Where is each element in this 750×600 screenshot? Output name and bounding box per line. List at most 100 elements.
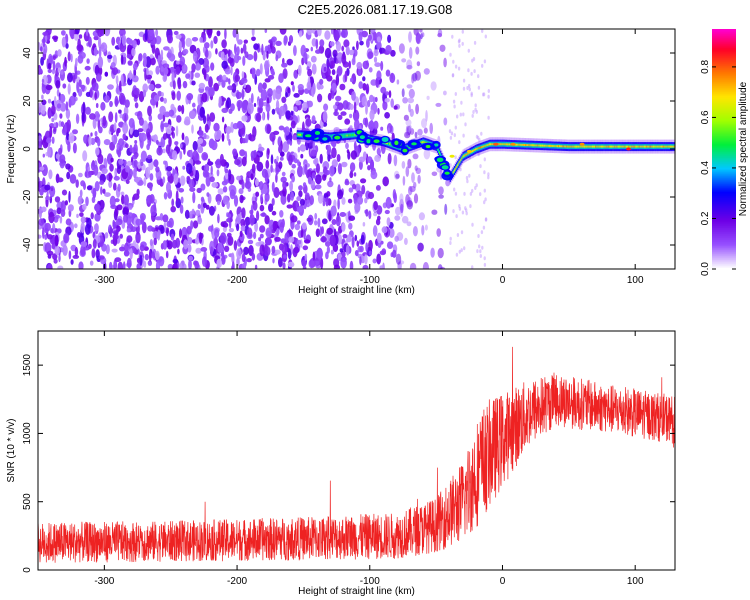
noise-cell [454,92,457,96]
ridge-core [582,145,584,148]
ridge-core [620,145,622,148]
noise-cell [179,204,184,214]
noise-cell [88,36,92,48]
noise-cell [162,240,168,250]
noise-cell [198,130,204,137]
noise-cell [454,64,458,69]
noise-cell [362,222,366,227]
noise-cell [253,103,257,107]
noise-cell [314,220,318,226]
noise-cell [193,165,196,177]
ridge-core [468,151,471,154]
noise-cell [320,257,324,269]
ridge-core [562,145,564,148]
noise-cell [322,201,326,207]
noise-cell [150,57,156,66]
noise-cell [458,43,461,48]
ridge-core [623,145,626,148]
noise-cell [108,180,113,189]
ridge-core [344,134,346,137]
noise-cell [331,219,337,225]
ridge-core [425,141,427,144]
ridge-core [610,145,612,148]
ridge-core [552,145,554,147]
ridge-core [482,145,484,148]
noise-cell [217,242,224,254]
noise-cell [351,91,356,101]
noise-cell [349,162,356,172]
noise-cell [390,49,396,57]
ridge-core [542,144,544,147]
noise-cell [421,32,425,38]
noise-cell [175,66,181,75]
noise-cell [286,139,291,145]
noise-cell [85,196,89,207]
noise-cell [184,209,190,219]
noise-cell [140,132,147,142]
ridge-core [662,145,664,148]
noise-cell [443,90,447,96]
colorbar-swatch [712,179,736,182]
noise-cell [369,119,374,132]
noise-cell [472,110,475,114]
ridge-core [472,150,474,153]
noise-cell [354,118,360,131]
noise-cell [150,204,157,217]
noise-cell [215,193,222,203]
ridge-core [352,134,354,136]
spectrogram-ytick-label: 40 [22,47,33,59]
noise-cell [149,184,153,192]
noise-cell [245,133,249,144]
noise-cell [278,144,283,154]
noise-cell [240,218,246,228]
noise-cell [351,57,356,66]
noise-cell [430,247,435,258]
noise-cell [348,187,354,193]
ridge-core [585,145,587,148]
noise-cell [160,120,165,133]
noise-cell [306,29,313,36]
noise-cell [483,188,486,193]
colorbar-swatch [712,163,736,166]
noise-cell [451,73,455,78]
noise-cell [54,245,61,256]
noise-cell [90,137,96,146]
noise-cell [454,125,457,130]
ridge-core [602,145,604,148]
ridge-core [648,145,650,148]
noise-cell [50,187,54,192]
noise-cell [114,170,118,176]
noise-cell [289,180,293,192]
noise-cell [226,132,230,142]
noise-cell [162,176,166,184]
noise-cell [104,29,111,37]
noise-cell [254,178,259,187]
noise-cell [134,102,139,109]
ridge-core [455,167,457,170]
noise-cell [307,68,313,77]
noise-cell [200,196,205,203]
noise-cell [398,43,405,54]
colorbar-swatch [712,241,736,244]
noise-cell [161,92,164,97]
noise-cell [437,264,443,269]
noise-cell [354,202,361,213]
noise-cell [85,76,90,85]
noise-cell [480,131,483,136]
ridge-blob-core [402,148,408,153]
noise-cell [298,190,303,198]
ridge-core [390,143,392,146]
noise-cell [408,88,415,99]
noise-cell [266,50,269,59]
noise-cell [74,223,78,229]
ridge-core [550,144,552,147]
noise-cell [460,230,464,235]
noise-cell [117,183,121,192]
colorbar-swatch [712,91,736,94]
ridge-core [625,145,628,148]
noise-cell [278,257,283,268]
noise-cell [153,94,160,102]
noise-cell [276,228,280,236]
noise-cell [113,122,117,131]
